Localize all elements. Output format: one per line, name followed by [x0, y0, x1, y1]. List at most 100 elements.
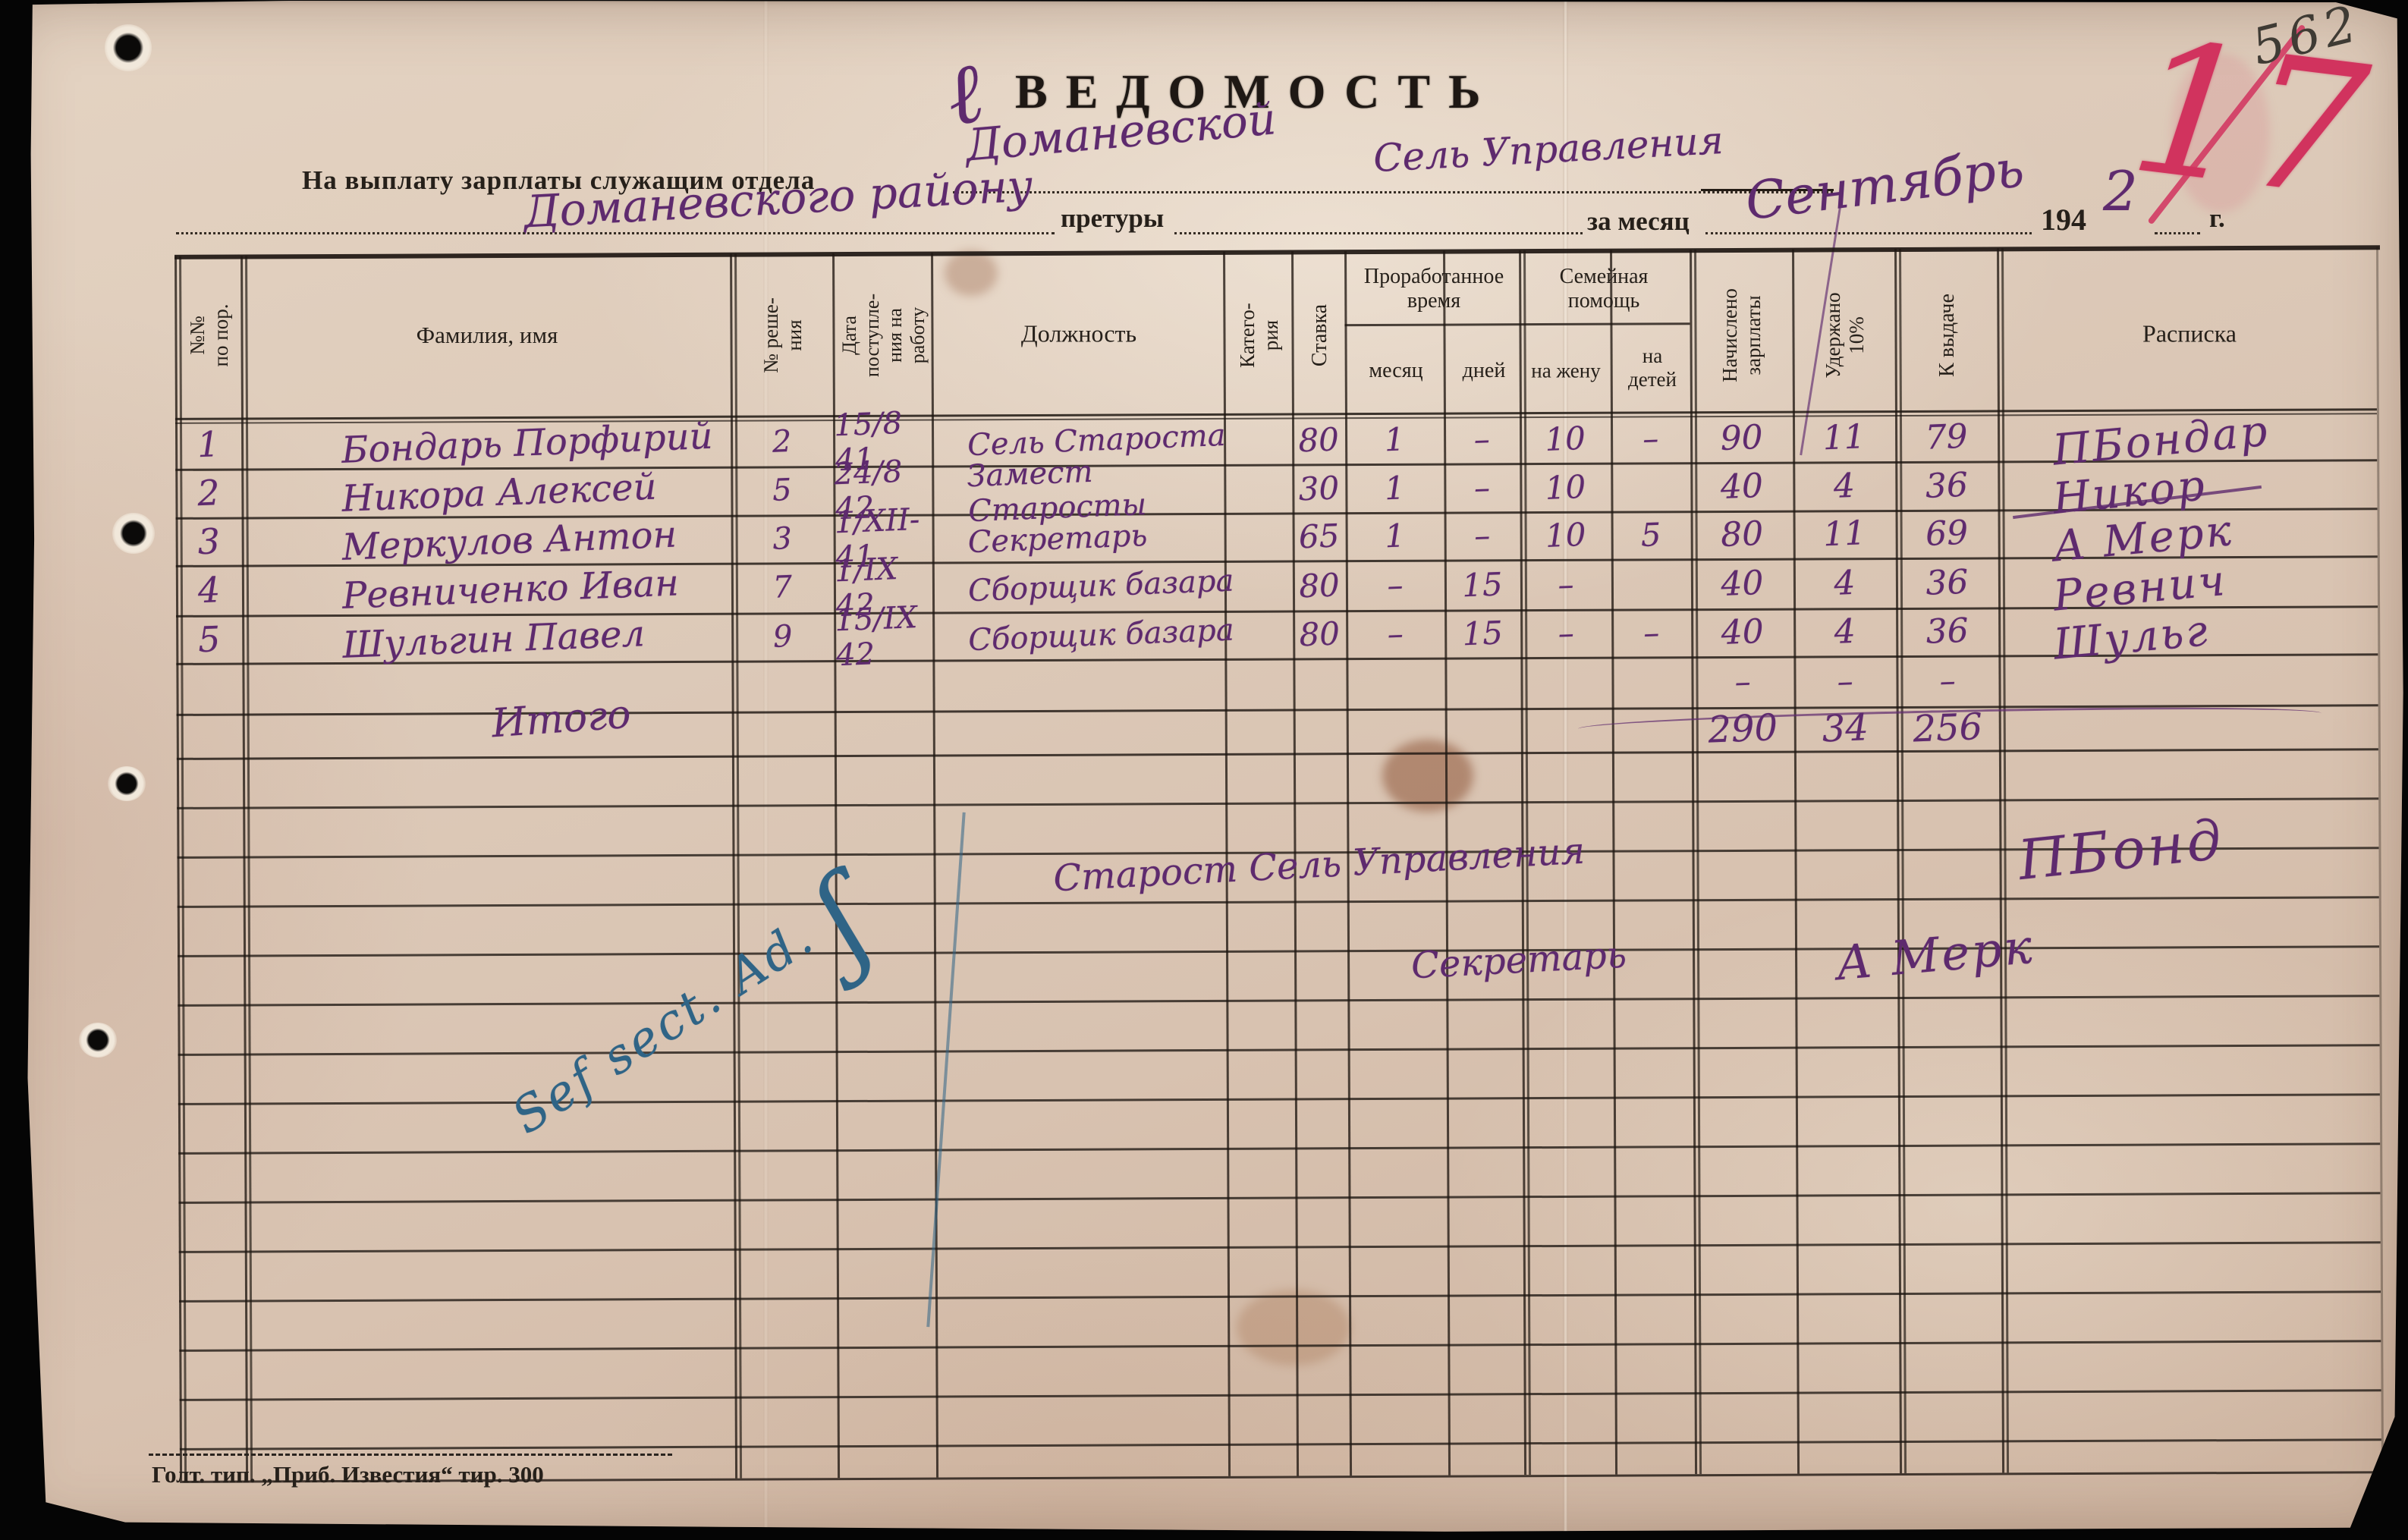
rule: [1701, 189, 1834, 191]
grid-hline: [178, 1044, 2380, 1056]
cell-payable: 69: [1925, 513, 1969, 554]
cell-wife: 10: [1544, 467, 1587, 507]
cell-accrued: 90: [1719, 417, 1764, 458]
grid-hline: [178, 945, 2380, 957]
cell-children: –: [1643, 614, 1661, 652]
cell-decision: 9: [772, 618, 794, 655]
col-header-worked-month: месяц: [1369, 358, 1423, 382]
grid-hline: [179, 1438, 2381, 1450]
totals-label: Итого: [490, 691, 633, 747]
dash-accrued: –: [1734, 662, 1752, 701]
page-title: ВЕДОМОСТЬ: [1015, 64, 1499, 118]
col-header-payable: К выдаче: [1935, 294, 1959, 377]
cell-wife: 10: [1544, 419, 1586, 458]
subtitle-printed: На выплату зарплаты служащим отдела: [302, 165, 816, 195]
cell-rate: 80: [1298, 565, 1341, 605]
cell-days: 15: [1461, 564, 1504, 604]
cell-num: 2: [196, 472, 221, 514]
col-header-category: Катего- рия: [1235, 303, 1282, 368]
cell-rate: 80: [1298, 614, 1341, 654]
col-header-family-children: на детей: [1628, 344, 1677, 391]
fold-crease: [763, 1, 769, 1532]
line2-printed: претуры: [1061, 203, 1165, 233]
grid-hline: [174, 245, 2381, 259]
col-header-receipt: Расписка: [2142, 319, 2237, 347]
cell-withheld: 11: [1822, 514, 1867, 555]
year-handwritten: 2: [2103, 159, 2138, 223]
cell-num: 3: [196, 520, 221, 562]
cell-payable: 36: [1924, 465, 1969, 506]
cell-num: 5: [197, 618, 222, 660]
cell-days: –: [1473, 468, 1491, 507]
col-header-decision: № реше- ния: [759, 297, 806, 373]
grid-hline: [178, 1241, 2381, 1253]
cell-payable: 36: [1925, 562, 1969, 603]
cell-accrued: 80: [1720, 514, 1765, 555]
cell-days: –: [1473, 517, 1492, 555]
cell-days: 15: [1461, 614, 1504, 653]
punch-hole: [112, 513, 155, 554]
punch-hole: [108, 766, 146, 801]
dotted-rule: [2155, 232, 2200, 234]
col-header-num: №№ по пор.: [185, 303, 232, 367]
grid-hline: [179, 1340, 2381, 1352]
stain: [1237, 1290, 1350, 1366]
cell-rate: 30: [1297, 468, 1341, 508]
dash-payable: –: [1938, 662, 1957, 700]
cell-month: –: [1386, 614, 1404, 653]
cell-payable: 36: [1925, 611, 1969, 652]
grid-hline: [178, 1192, 2381, 1204]
cell-num: 1: [196, 423, 221, 466]
dotted-rule: [176, 232, 1055, 234]
col-header-family-group: Семейная помощь: [1559, 264, 1649, 313]
col-header-withheld: Удержано 10%: [1821, 292, 1868, 379]
punch-hole: [79, 1023, 117, 1058]
imprint-dash-rule: [149, 1454, 672, 1456]
cell-withheld: 4: [1833, 563, 1856, 603]
cell-withheld: 11: [1822, 416, 1866, 457]
grid-hline: [177, 896, 2379, 908]
punch-hole: [105, 24, 152, 71]
year-suffix: г.: [2209, 203, 2225, 233]
printer-imprint: Голт. тип. „Приб. Известия“ тир. 300: [152, 1461, 544, 1488]
col-header-date: Дата поступле- ния на работу: [838, 293, 929, 378]
grid-hline: [178, 995, 2380, 1007]
cell-wife: –: [1557, 614, 1575, 652]
fold-crease: [1563, 1, 1568, 1532]
grid-hline: [179, 1290, 2381, 1303]
grid-hline: [177, 797, 2379, 809]
month-label: за месяц: [1587, 206, 1690, 236]
dotted-rule: [953, 191, 1833, 193]
cell-month: 1: [1384, 517, 1406, 555]
grid-hline: [179, 1389, 2381, 1401]
cell-children: 5: [1639, 515, 1662, 554]
dotted-rule: [1705, 232, 2032, 234]
cell-accrued: 40: [1720, 563, 1765, 604]
col-header-name: Фамилия, имя: [416, 322, 558, 349]
grid-hline: [178, 1142, 2381, 1155]
cell-days: –: [1473, 420, 1491, 458]
col-header-accrued: Начислено зарплаты: [1718, 288, 1765, 382]
cell-withheld: 4: [1833, 611, 1856, 652]
cell-payable: 79: [1924, 416, 1969, 457]
year-printed: 194: [2041, 203, 2086, 237]
cell-wife: 10: [1544, 515, 1587, 555]
cell-accrued: 40: [1719, 466, 1764, 507]
cell-accrued: 40: [1720, 611, 1765, 652]
col-header-worked-days: дней: [1462, 358, 1506, 382]
cell-month: 1: [1383, 420, 1406, 458]
col-header-rate: Ставка: [1307, 303, 1331, 367]
cell-rate: 80: [1297, 420, 1340, 459]
stain: [945, 250, 998, 296]
cell-wife: –: [1557, 565, 1575, 603]
col-header-family-wife: на жену: [1531, 359, 1601, 382]
dash-withheld: –: [1836, 662, 1854, 700]
cell-month: –: [1386, 566, 1404, 604]
cell-children: –: [1642, 419, 1660, 457]
cell-num: 4: [196, 569, 222, 611]
cell-withheld: 4: [1832, 466, 1856, 506]
grid-hline: [1344, 322, 1690, 326]
